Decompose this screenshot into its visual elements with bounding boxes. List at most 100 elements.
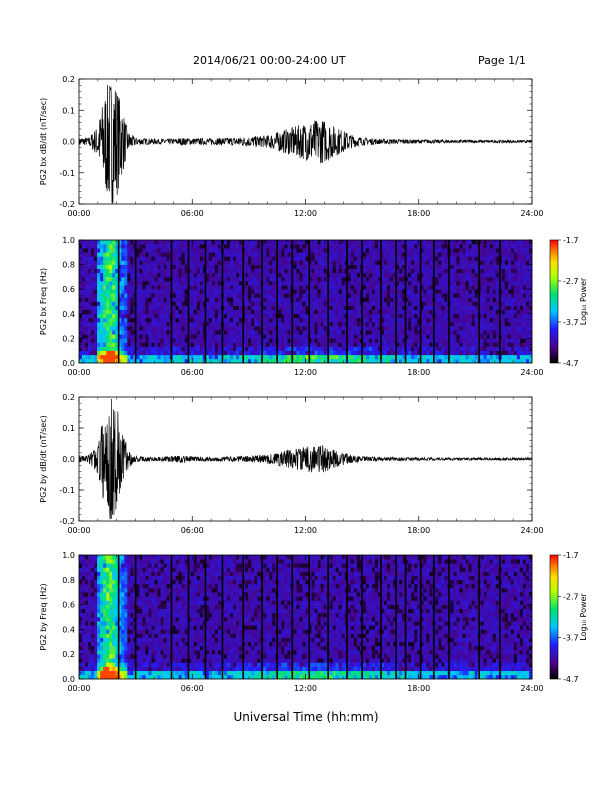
spectrogram-cell bbox=[405, 338, 409, 343]
spectrogram-cell bbox=[362, 358, 367, 364]
spectrogram-cell bbox=[88, 305, 92, 310]
spectrogram-cell bbox=[489, 334, 494, 339]
spectrogram-cell bbox=[184, 354, 189, 360]
spectrogram-cell bbox=[350, 334, 355, 339]
spectrogram-cell bbox=[85, 244, 89, 249]
spectrogram-cell bbox=[420, 285, 424, 290]
spectrogram-cell bbox=[208, 358, 213, 364]
spectrogram-cell bbox=[441, 338, 445, 343]
spectrogram-cell bbox=[281, 256, 285, 261]
spectrogram-cell bbox=[335, 264, 340, 269]
spectrogram-cell bbox=[353, 256, 358, 261]
spectrogram-cell bbox=[287, 338, 291, 343]
spectrogram-cell bbox=[341, 342, 346, 347]
spectrogram-cell bbox=[151, 317, 155, 323]
spectrogram-cell bbox=[528, 322, 533, 327]
spectrogram-cell bbox=[335, 256, 340, 261]
spectrogram-cell bbox=[408, 326, 412, 331]
spectrogram-cell bbox=[429, 252, 433, 257]
spectrogram-cell bbox=[317, 317, 321, 323]
spectrogram-cell bbox=[347, 358, 352, 364]
spectrogram-cell bbox=[320, 240, 324, 245]
spectrogram-cell bbox=[317, 240, 321, 245]
spectrogram-cell bbox=[396, 252, 400, 257]
spectrogram-cell bbox=[278, 354, 282, 360]
spectrogram-cell bbox=[465, 342, 469, 347]
spectrogram-cell bbox=[166, 309, 170, 315]
spectrogram-cell bbox=[166, 281, 170, 286]
spectrogram-cell bbox=[100, 276, 104, 282]
spectrogram-cell bbox=[365, 305, 370, 310]
spectrogram-cell bbox=[226, 342, 231, 347]
spectrogram-cell bbox=[320, 322, 324, 327]
spectrogram-cell bbox=[299, 244, 303, 249]
spectrogram-cell bbox=[377, 276, 382, 282]
y-tick-label: 0.2 bbox=[62, 393, 75, 402]
spectrogram-cell bbox=[239, 350, 243, 356]
spectrogram-cell bbox=[368, 338, 373, 343]
spectrogram-cell bbox=[459, 248, 463, 253]
spectrogram-cell bbox=[82, 583, 86, 589]
spectrogram-cell bbox=[148, 281, 152, 286]
spectrogram-cell bbox=[368, 350, 373, 356]
spectrogram-cell bbox=[130, 264, 134, 269]
spectrogram-cell bbox=[492, 248, 497, 253]
spectrogram-cell bbox=[335, 260, 340, 265]
spectrogram-cell bbox=[233, 322, 237, 327]
spectrogram-cell bbox=[236, 260, 240, 265]
spectrogram-cell bbox=[350, 350, 355, 356]
spectrogram-cell bbox=[236, 268, 240, 274]
spectrogram-cell bbox=[492, 317, 497, 323]
spectrogram-cell bbox=[284, 276, 288, 282]
spectrogram-cell bbox=[91, 272, 95, 278]
spectrogram-cell bbox=[305, 297, 309, 302]
spectrogram-cell bbox=[438, 301, 442, 306]
spectrogram-cell bbox=[438, 240, 442, 245]
spectrogram-cell bbox=[350, 240, 355, 245]
spectrogram-cell bbox=[208, 301, 213, 306]
spectrogram-cell bbox=[317, 260, 321, 265]
spectrogram-cell bbox=[362, 305, 367, 310]
spectrogram-cell bbox=[332, 313, 336, 319]
spectrogram-cell bbox=[230, 260, 234, 265]
spectrogram-cell bbox=[257, 346, 261, 351]
spectrogram-cell bbox=[272, 301, 276, 306]
spectrogram-cell bbox=[513, 334, 518, 339]
spectrogram-cell bbox=[492, 338, 497, 343]
spectrogram-cell bbox=[423, 346, 427, 351]
spectrogram-cell bbox=[154, 358, 158, 364]
spectrogram-cell bbox=[417, 272, 421, 278]
spectrogram-cell bbox=[456, 289, 460, 294]
spectrogram-cell bbox=[507, 272, 512, 278]
spectrogram-cell bbox=[525, 264, 530, 269]
spectrogram-cell bbox=[459, 272, 463, 278]
spectrogram-cell bbox=[302, 338, 306, 343]
spectrogram-cell bbox=[226, 276, 231, 282]
spectrogram-cell bbox=[88, 334, 92, 339]
spectrogram-cell bbox=[387, 252, 391, 257]
spectrogram-cell bbox=[79, 313, 83, 319]
spectrogram-cell bbox=[136, 313, 140, 319]
spectrogram-cell bbox=[399, 248, 403, 253]
spectrogram-cell bbox=[154, 346, 158, 351]
spectrogram-cell bbox=[157, 317, 161, 323]
spectrogram-cell bbox=[109, 309, 113, 315]
spectrogram-cell bbox=[91, 276, 95, 282]
spectrogram-cell bbox=[211, 338, 216, 343]
spectrogram-cell bbox=[233, 285, 237, 290]
spectrogram-cell bbox=[501, 358, 506, 364]
spectrogram-cell bbox=[501, 289, 506, 294]
spectrogram-cell bbox=[293, 326, 297, 331]
spectrogram-cell bbox=[226, 293, 231, 298]
spectrogram-cell bbox=[269, 289, 273, 294]
spectrogram-cell bbox=[94, 338, 98, 343]
spectrogram-cell bbox=[405, 330, 409, 335]
spectrogram-cell bbox=[100, 285, 104, 290]
spectrogram-cell bbox=[208, 346, 213, 351]
spectrogram-cell bbox=[387, 342, 391, 347]
spectrogram-cell bbox=[178, 317, 182, 323]
spectrogram-cell bbox=[329, 346, 333, 351]
spectrogram-cell bbox=[429, 289, 433, 294]
spectrogram-cell bbox=[293, 244, 297, 249]
spectrogram-cell bbox=[399, 297, 403, 302]
